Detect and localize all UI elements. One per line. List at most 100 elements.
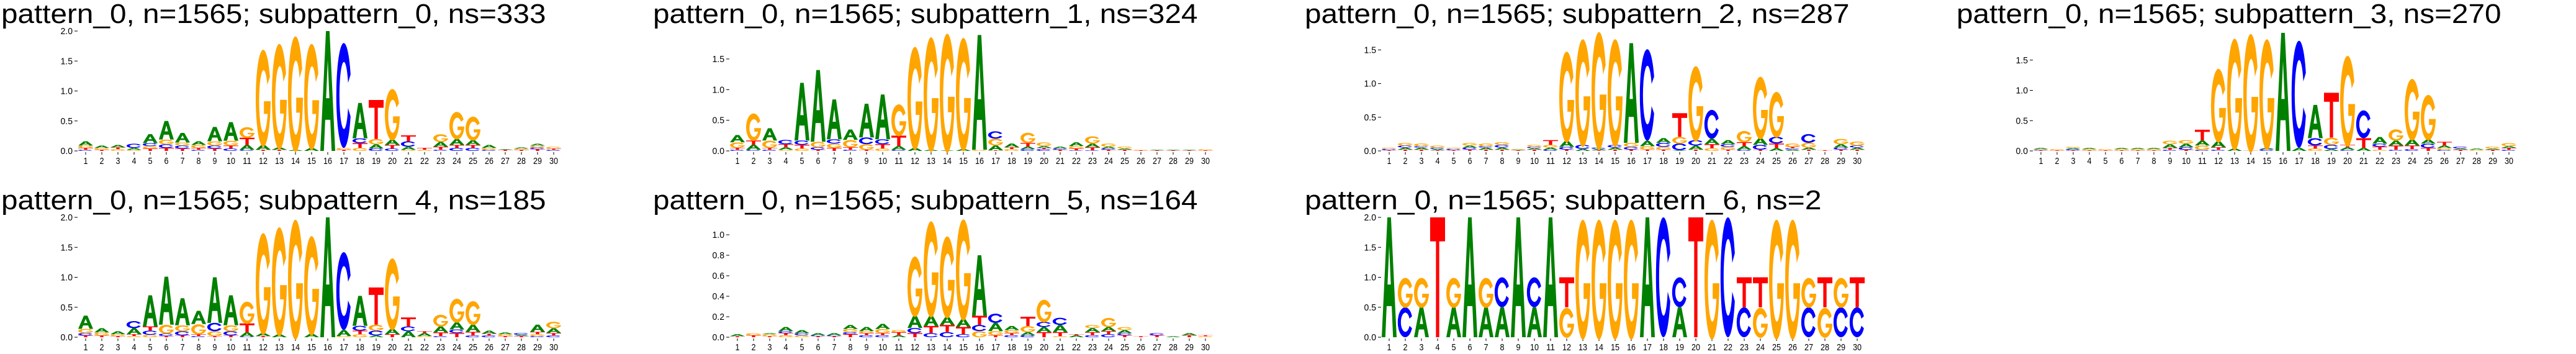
letter-stack (988, 314, 1003, 337)
logo-letter-T (401, 135, 416, 142)
x-tick-label: 23 (436, 342, 445, 353)
logo-letter-C (1084, 150, 1099, 151)
logo-letter-T (2485, 150, 2500, 151)
logo-letter-A (304, 334, 319, 337)
logo-letter-T (1101, 150, 1116, 151)
x-tick-label: 20 (1691, 156, 1700, 166)
letter-stack (2356, 110, 2371, 151)
logo-letter-T (546, 148, 561, 150)
logo-letter-T (1834, 149, 1849, 151)
x-tick-label: 19 (1024, 156, 1032, 166)
x-tick-label: 20 (1040, 156, 1048, 166)
x-tick-label: 29 (1185, 342, 1194, 353)
logo-letter-T (972, 315, 987, 325)
letter-stack (126, 320, 142, 338)
letter-stack (875, 324, 890, 337)
y-tick-label: 0.5 (61, 302, 73, 313)
x-tick-label: 18 (1659, 156, 1668, 166)
x-tick-label: 27 (501, 156, 510, 166)
logo-letter-T (1737, 277, 1752, 307)
logo-letter-A (1020, 332, 1035, 335)
logo-letter-T (1117, 150, 1132, 151)
logo-letter-A (2130, 148, 2145, 150)
x-tick-label: 28 (1169, 342, 1178, 353)
logo-letter-A (1053, 147, 1068, 149)
logo-letter-T (1053, 150, 1068, 151)
logo-letter-C (2436, 150, 2451, 151)
logo-letter-G (988, 138, 1003, 146)
letter-stack (158, 276, 174, 337)
logo-letter-G (1053, 336, 1068, 338)
letter-stack (449, 112, 464, 151)
logo-letter-G (530, 334, 545, 337)
logo-letter-C (858, 137, 873, 145)
logo-letter-A (827, 333, 842, 335)
letter-stack (1020, 317, 1035, 337)
letter-stack (223, 122, 238, 151)
logo-letter-G (1020, 326, 1035, 332)
logo-letter-T (1737, 142, 1752, 147)
logo-letter-T (466, 332, 480, 336)
logo-letter-C (1478, 146, 1493, 148)
logo-letter-C (126, 320, 141, 329)
logo-letter-C (891, 150, 906, 151)
logo-letter-A (1527, 148, 1542, 150)
x-tick-label: 15 (1611, 156, 1619, 166)
logo-letter-T (940, 325, 955, 332)
logo-letter-T (2324, 93, 2339, 138)
y-tick-label: 2.0 (1364, 212, 1377, 223)
logo-letter-G (730, 142, 745, 148)
x-tick-label: 7 (1484, 156, 1488, 166)
logo-letter-T (1004, 147, 1019, 150)
x-tick-label: 9 (213, 156, 217, 166)
logo-letter-A (1117, 330, 1132, 334)
logo-letter-G (762, 334, 777, 337)
logo-letter-C (826, 139, 841, 144)
letter-stack (1623, 43, 1639, 151)
logo-letter-G (1559, 52, 1574, 143)
logo-letter-T (746, 335, 761, 337)
logo-letter-G (1624, 219, 1639, 340)
letter-stack (1198, 149, 1213, 151)
logo-letter-G (2211, 68, 2226, 143)
logo-letter-C (1397, 145, 1412, 148)
logo-letter-G (1004, 149, 1019, 152)
logo-letter-T (778, 333, 793, 335)
logo-letter-G (1037, 142, 1052, 147)
letter-stack (1849, 277, 1865, 337)
logo-letter-G (223, 325, 238, 332)
x-tick-label: 6 (816, 156, 821, 166)
x-tick-label: 22 (2376, 156, 2384, 166)
letter-stack (858, 327, 874, 337)
x-tick-label: 26 (1137, 342, 1145, 353)
letter-stack (1672, 277, 1687, 337)
x-tick-label: 13 (1578, 156, 1587, 166)
logo-letter-A (223, 122, 238, 141)
logo-letter-T (2033, 150, 2048, 151)
x-tick-label: 3 (116, 156, 120, 166)
x-tick-label: 18 (1659, 342, 1668, 353)
logo-letter-G (1004, 330, 1019, 334)
x-tick-label: 26 (485, 156, 493, 166)
logo-letter-T (175, 148, 190, 151)
logo-letter-G (417, 336, 432, 338)
panel-title: pattern_0, n=1565; subpattern_0, ns=333 (1, 0, 546, 29)
logo-letter-T (891, 332, 906, 335)
letter-stack (1753, 277, 1768, 338)
logo-letter-A (482, 145, 497, 148)
logo-letter-G (1592, 219, 1606, 340)
logo-letter-C (1655, 142, 1670, 147)
letter-stack (78, 141, 93, 151)
logo-letter-A (907, 315, 922, 329)
logo-letter-A (1543, 217, 1558, 337)
logo-letter-A (1511, 217, 1526, 337)
logo-letter-T (353, 330, 367, 335)
logo-letter-G (907, 47, 922, 150)
letter-stack (2178, 140, 2194, 151)
logo-letter-A (2421, 139, 2436, 144)
logo-letter-A (2437, 145, 2452, 148)
x-tick-label: 4 (784, 342, 788, 353)
logo-letter-T (988, 335, 1003, 337)
x-tick-label: 8 (849, 342, 853, 353)
x-tick-label: 10 (227, 156, 235, 166)
